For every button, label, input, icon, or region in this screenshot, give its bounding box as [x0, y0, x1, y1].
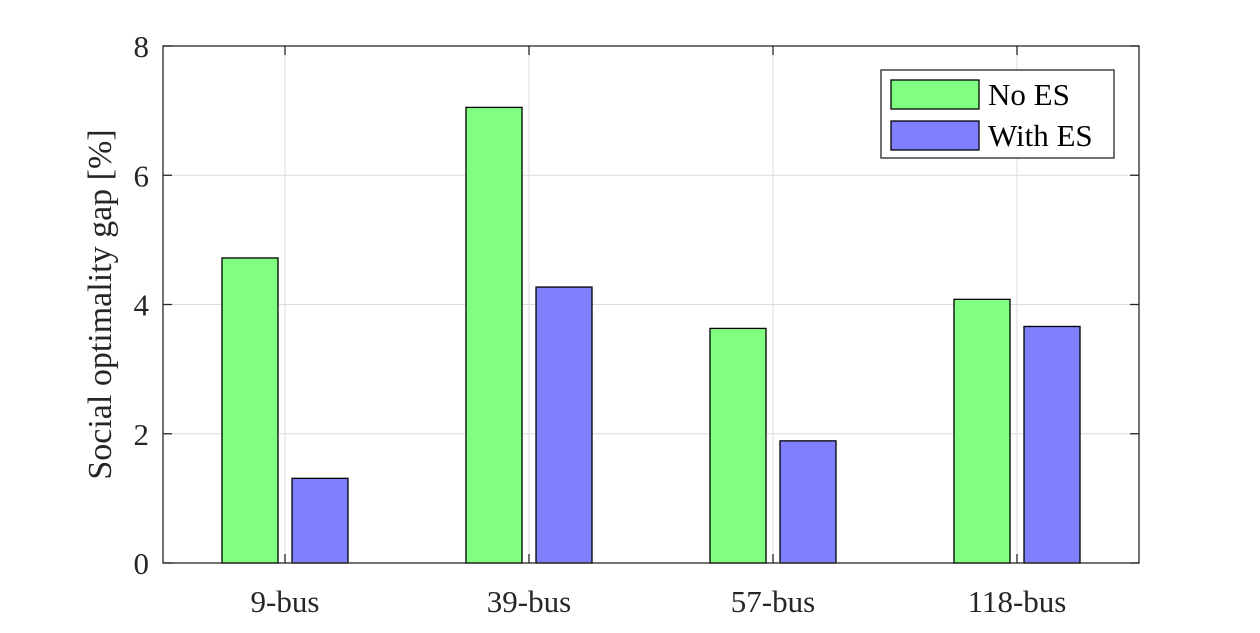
bar-no-es-118-bus	[953, 298, 1011, 564]
bar-with-es-39-bus	[535, 286, 593, 564]
bar-no-es-39-bus	[465, 106, 523, 564]
bar-with-es-57-bus	[779, 440, 837, 564]
tick-labels: 0 2 4 6 8 9-bus 39-bus 57-bus 118-bus	[134, 29, 1067, 619]
y-tick-label: 8	[134, 29, 150, 64]
legend-swatch-with-es	[890, 120, 980, 151]
axis-ticks	[163, 45, 1139, 564]
y-tick-label: 0	[134, 546, 150, 581]
legend-label-no-es: No ES	[988, 77, 1070, 112]
x-tick-label: 9-bus	[251, 584, 320, 619]
x-tick-label: 39-bus	[487, 584, 571, 619]
x-tick-label: 57-bus	[731, 584, 815, 619]
y-tick-label: 2	[134, 417, 150, 452]
y-tick-label: 4	[134, 288, 150, 323]
bar-with-es-9-bus	[291, 477, 349, 564]
bar-with-es-118-bus	[1023, 325, 1081, 564]
y-axis-label: Social optimality gap [%]	[82, 129, 119, 479]
legend-label-with-es: With ES	[988, 118, 1093, 153]
legend-swatch-no-es	[890, 79, 980, 110]
y-tick-label: 6	[134, 158, 150, 193]
bars	[221, 106, 1081, 564]
bar-no-es-57-bus	[709, 327, 767, 564]
bar-no-es-9-bus	[221, 257, 279, 564]
legend: No ES With ES	[880, 69, 1115, 159]
x-tick-label: 118-bus	[968, 584, 1067, 619]
